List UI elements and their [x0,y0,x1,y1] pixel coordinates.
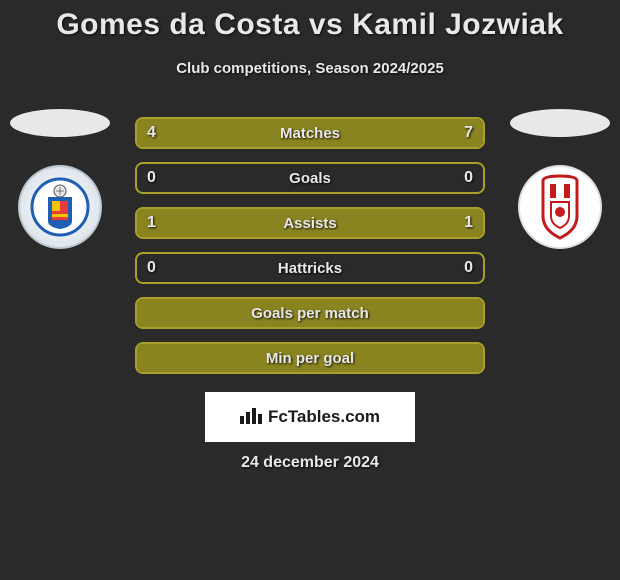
stat-label: Goals [289,170,331,187]
stat-bar: Goals per match [135,297,485,329]
bar-chart-icon [240,406,262,429]
stat-value-right: 0 [464,259,473,277]
stat-value-right: 0 [464,169,473,187]
footer-site-box: FcTables.com [205,392,415,442]
stat-bar: Min per goal [135,342,485,374]
root: Gomes da Costa vs Kamil Jozwiak Club com… [0,0,620,472]
stat-label: Min per goal [266,350,354,367]
granada-crest-icon [533,172,587,242]
stat-value-right: 7 [464,124,473,142]
subtitle: Club competitions, Season 2024/2025 [0,60,620,77]
player-right-silhouette [510,109,610,137]
stat-label: Hattricks [278,260,342,277]
player-right-slot [510,109,610,249]
footer-site-name: FcTables.com [268,407,380,427]
stat-value-left: 0 [147,259,156,277]
club-crest-right [518,165,602,249]
club-crest-left [18,165,102,249]
getafe-crest-icon [30,177,90,237]
stat-label: Matches [280,125,340,142]
stat-label: Assists [283,215,336,232]
stat-bar: 0 0 Goals [135,162,485,194]
page-title: Gomes da Costa vs Kamil Jozwiak [0,8,620,42]
stat-bar: 0 0 Hattricks [135,252,485,284]
player-left-slot [10,109,110,249]
stat-bar: 1 1 Assists [135,207,485,239]
player-left-silhouette [10,109,110,137]
footer-date: 24 december 2024 [0,454,620,472]
stat-value-left: 0 [147,169,156,187]
stats-column: 4 7 Matches 0 0 Goals 1 1 Assists 0 0 Hattricks Goal… [135,117,485,374]
stat-value-left: 1 [147,214,156,232]
comparison-area: 4 7 Matches 0 0 Goals 1 1 Assists 0 0 Hattricks Goal… [0,117,620,374]
stat-bar: 4 7 Matches [135,117,485,149]
stat-label: Goals per match [251,305,369,322]
stat-value-left: 4 [147,124,156,142]
stat-value-right: 1 [464,214,473,232]
